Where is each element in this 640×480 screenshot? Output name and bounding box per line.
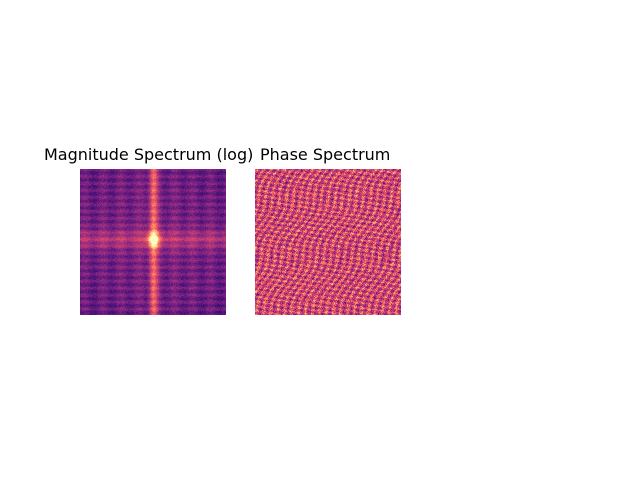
phase-spectrum-title: Phase Spectrum — [260, 145, 391, 164]
magnitude-spectrum-title: Magnitude Spectrum (log) — [44, 145, 254, 164]
magnitude-spectrum-image — [80, 169, 226, 315]
phase-spectrum-image — [255, 169, 401, 315]
